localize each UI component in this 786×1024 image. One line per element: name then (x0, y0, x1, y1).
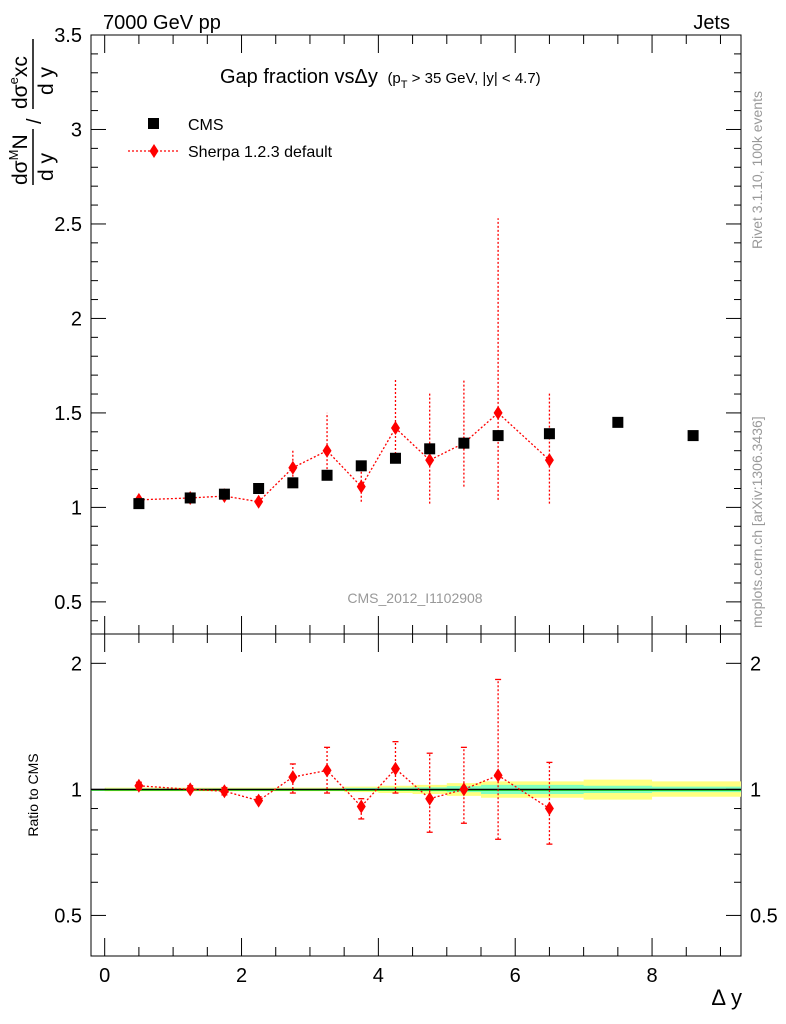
sherpa-point (544, 453, 554, 468)
x-tick-label: 6 (510, 965, 521, 987)
ratio-sherpa-point (544, 801, 554, 816)
cms-point (458, 437, 470, 449)
sherpa-point (288, 460, 298, 475)
main-y-tick-label: 1 (71, 497, 82, 519)
cms-point (492, 430, 504, 442)
ratio-y-tick-label-left: 1 (71, 779, 82, 801)
x-tick-label: 8 (646, 965, 657, 987)
ratio-sherpa-point (288, 770, 298, 785)
main-y-tick-label: 2 (71, 308, 82, 330)
cms-point (389, 452, 401, 464)
main-y-tick-labels: 0.5 1 1.5 2 2.5 3 3.5 (54, 25, 82, 614)
rivet-version-label: Rivet 3.1.10, 100k events (749, 91, 765, 249)
ylabel-denominator-1: d y (35, 152, 58, 181)
chart-title-sub-rest: > 35 GeV, |y| < 4.7) (408, 70, 541, 87)
chart-title: Gap fraction vsΔy (pT > 35 GeV, |y| < 4.… (220, 66, 541, 91)
legend-sherpa-marker (149, 144, 159, 158)
ratio-y-tick-label-left: 0.5 (54, 905, 82, 927)
ratio-sherpa-point (356, 799, 366, 814)
ratio-sherpa-point (254, 793, 264, 808)
cms-point (543, 428, 555, 440)
x-tick-label: 0 (99, 965, 110, 987)
cms-point (612, 416, 624, 428)
cms-point (133, 498, 145, 510)
ratio-y-tick-label-right: 1 (750, 779, 761, 801)
ratio-sherpa-point (493, 768, 503, 783)
cms-point (218, 488, 230, 500)
chart-title-main: Gap fraction vsΔy (220, 66, 378, 88)
chart-title-sub-open: (p (387, 70, 400, 87)
main-y-tick-label: 0.5 (54, 592, 82, 614)
sherpa-point (254, 494, 264, 509)
ratio-sherpa-point (322, 763, 332, 778)
main-y-axis-label: dσMN d y / dσexc d y (6, 39, 58, 185)
header-energy-label: 7000 GeV pp (103, 12, 221, 34)
ratio-sherpa-point (134, 778, 144, 793)
ratio-y-axis-label: Ratio to CMS (25, 753, 41, 836)
main-mc-series (134, 218, 554, 509)
cms-point (253, 483, 265, 495)
ratio-sherpa-point (219, 784, 229, 799)
legend: CMS Sherpa 1.2.3 default (128, 117, 333, 161)
ratio-sherpa-point (459, 782, 469, 797)
sherpa-point (425, 453, 435, 468)
main-y-tick-label: 2.5 (54, 214, 82, 236)
chart-title-sub-t: T (401, 79, 408, 91)
legend-sherpa-label: Sherpa 1.2.3 default (188, 144, 333, 161)
ylabel-slash: / (24, 118, 46, 124)
legend-cms-label: CMS (188, 117, 224, 134)
sherpa-point (493, 405, 503, 420)
x-tick-label: 2 (236, 965, 247, 987)
ratio-y-tick-label-left: 2 (71, 653, 82, 675)
ylabel-denominator-2: d y (35, 66, 58, 95)
sherpa-point (356, 479, 366, 494)
legend-cms-marker (148, 118, 159, 129)
ratio-sherpa-point (425, 791, 435, 806)
sherpa-line (138, 412, 550, 503)
x-tick-labels: 0 2 4 6 8 (99, 965, 657, 987)
ratio-y-tick-label-right: 2 (750, 653, 761, 675)
main-data-series (133, 416, 699, 510)
mcplots-source-label: mcplots.cern.ch [arXiv:1306.3436] (749, 416, 765, 628)
x-axis-label: Δ y (711, 985, 742, 1010)
main-axis-ticks (91, 34, 741, 634)
cms-point (355, 460, 367, 472)
ratio-mc-series (134, 678, 554, 845)
ratio-y-tick-label-right: 0.5 (750, 905, 778, 927)
header-process-label: Jets (693, 12, 730, 34)
ratio-sherpa-point (185, 782, 195, 797)
ratio-sherpa-point (390, 761, 400, 776)
cms-point (424, 443, 436, 455)
cms-point (184, 492, 196, 504)
ylabel-numerator-2: dσexc (6, 56, 32, 109)
ylabel-numerator-1: dσMN (6, 134, 32, 185)
ratio-sherpa-line (138, 767, 550, 810)
cms-point (321, 469, 333, 481)
cms-point (687, 430, 699, 442)
x-tick-label: 4 (373, 965, 384, 987)
sherpa-point (322, 443, 332, 458)
sherpa-point (390, 421, 400, 436)
analysis-label: CMS_2012_I1102908 (347, 590, 482, 606)
ratio-y-tick-labels: 0.5 0.5 1 1 2 2 (54, 653, 778, 927)
main-y-tick-label: 3 (71, 119, 82, 141)
main-y-tick-label: 3.5 (54, 25, 82, 47)
ratio-axis-ticks (91, 634, 741, 957)
main-y-tick-label: 1.5 (54, 403, 82, 425)
cms-point (287, 477, 299, 489)
